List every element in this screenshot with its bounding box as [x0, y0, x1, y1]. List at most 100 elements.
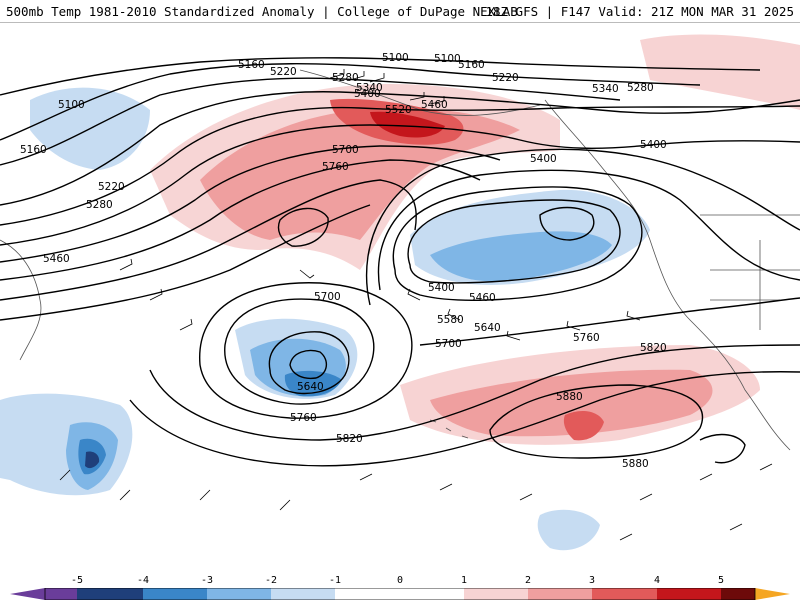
colorbar-tick-label: 2 — [524, 575, 532, 586]
wind-barb — [619, 463, 773, 541]
colorbar-bin — [464, 588, 528, 600]
contour-label: 5280 — [627, 82, 654, 94]
contour-label: 5400 — [640, 139, 667, 151]
contour-label: 5700 — [314, 291, 341, 303]
contour-label: 5340 — [356, 82, 383, 94]
colorbar-tick-label: 1 — [460, 575, 468, 586]
contour-label: 5760 — [322, 161, 349, 173]
contour-5820 — [129, 371, 800, 467]
colorbar-bin — [657, 588, 721, 600]
contour-label: 5400 — [354, 88, 381, 100]
wind-barbs — [59, 69, 773, 541]
contour-5640-low — [268, 331, 350, 395]
cold-anomaly-central-peak — [284, 370, 342, 397]
contour-label: 5760 — [290, 412, 317, 424]
contour-high-ring — [277, 207, 329, 247]
contour-5280 — [0, 91, 800, 206]
wind-barb — [329, 69, 385, 83]
contour-5700-mid — [419, 297, 800, 346]
warm-anomaly-north-peak — [370, 111, 445, 138]
anomaly-shading — [0, 34, 800, 551]
contour-label: 5340 — [592, 83, 619, 95]
contour-label: 5460 — [469, 292, 496, 304]
contour-labels: 5100 5160 5220 5280 5340 5400 5460 5520 … — [20, 52, 667, 470]
contour-label: 5880 — [622, 458, 649, 470]
colorbar-bin — [335, 588, 464, 600]
colorbar-tick-label: -5 — [70, 575, 84, 586]
colorbar-tick-label: 5 — [717, 575, 725, 586]
cold-anomaly-southeast — [537, 509, 600, 551]
contour-label: 5640 — [474, 322, 501, 334]
colorbar-bin — [143, 588, 207, 600]
contour-label: 5280 — [332, 72, 359, 84]
contour-5880-se — [699, 433, 746, 464]
contour-label: 5100 — [382, 52, 409, 64]
colorbar-tick-label: 3 — [588, 575, 596, 586]
contour-5700-low — [224, 298, 375, 405]
cold-anomaly-east-core — [430, 231, 612, 282]
colorbar-tick-label: 4 — [653, 575, 661, 586]
contour-label: 5400 — [428, 282, 455, 294]
contour-5340 — [0, 105, 800, 226]
colorbar-bin — [528, 588, 592, 600]
contour-5640-inner — [289, 349, 327, 380]
state-border — [710, 240, 800, 330]
contour-label: 5700 — [332, 144, 359, 156]
contour-label: 5460 — [43, 253, 70, 265]
contour-label: 5460 — [421, 99, 448, 111]
contour-label: 5700 — [435, 338, 462, 350]
colorbar-gradient — [10, 588, 790, 600]
colorbar-bin — [77, 588, 143, 600]
contour-5880 — [489, 384, 704, 459]
contour-5760-low — [199, 282, 413, 419]
colorbar-underflow — [10, 588, 45, 600]
cold-anomaly-west-max — [85, 451, 100, 469]
contour-label: 5580 — [437, 314, 464, 326]
contour-5160 — [0, 63, 701, 141]
contour-5580 — [377, 169, 800, 291]
colorbar-bin — [592, 588, 657, 600]
contour-5640 — [365, 148, 800, 306]
contour-5460 — [0, 145, 501, 263]
contour-label: 5100 — [434, 53, 461, 65]
contour-5700-north — [0, 179, 417, 301]
north-america-coast — [544, 99, 791, 451]
colorbar-tick-label: -3 — [200, 575, 214, 586]
wind-barb — [59, 469, 291, 511]
contour-label: 5280 — [86, 199, 113, 211]
model-valid-time: 18Z GFS | F147 Valid: 21Z MON MAR 31 202… — [485, 4, 794, 19]
height-contours — [0, 57, 800, 467]
contour-label: 5220 — [98, 181, 125, 193]
contour-label: 5100 — [58, 99, 85, 111]
map-title: 500mb Temp 1981-2010 Standardized Anomal… — [6, 4, 518, 19]
asia-coast — [0, 239, 42, 361]
contour-label: 5820 — [640, 342, 667, 354]
wind-barb — [409, 92, 445, 105]
contour-5220 — [0, 77, 621, 166]
contour-5400-low — [407, 199, 621, 284]
map-header: 500mb Temp 1981-2010 Standardized Anomal… — [0, 0, 800, 23]
wind-barb — [299, 269, 461, 321]
wind-barb — [506, 310, 641, 341]
contour-label: 5220 — [492, 72, 519, 84]
wind-barb — [119, 258, 193, 331]
contour-5100 — [0, 57, 761, 96]
colorbar-bin — [45, 588, 77, 600]
contour-label: 5160 — [20, 144, 47, 156]
colorbar-bin — [721, 588, 755, 600]
colorbar-bin — [207, 588, 271, 600]
contour-label: 5640 — [297, 381, 324, 393]
contour-low-inner — [539, 206, 595, 241]
colorbar-tick-label: -1 — [328, 575, 342, 586]
contour-label: 5160 — [458, 59, 485, 71]
warm-anomaly-northeast — [640, 34, 800, 110]
contour-5400 — [0, 124, 800, 246]
contour-label: 5820 — [336, 433, 363, 445]
anomaly-map: 5100 5160 5220 5280 5340 5400 5460 5520 … — [0, 34, 800, 551]
contour-label: 5880 — [556, 391, 583, 403]
contour-5460-low — [392, 186, 643, 301]
contour-label: 5220 — [270, 66, 297, 78]
contour-label: 5400 — [530, 153, 557, 165]
colorbar-tick-label: 0 — [396, 575, 404, 586]
warm-anomaly-south-core — [563, 410, 604, 441]
